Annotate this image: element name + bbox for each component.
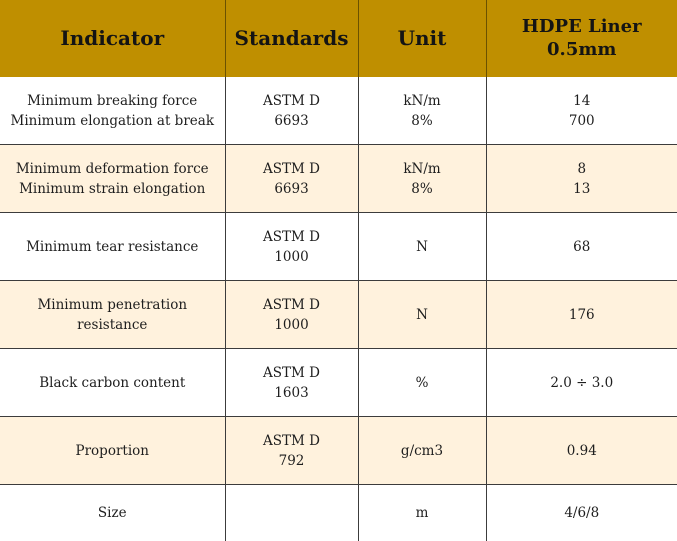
indicator-cell-line: Black carbon content xyxy=(4,373,221,393)
header-row: Indicator Standards Unit HDPE Liner 0.5m… xyxy=(0,0,677,77)
standard-cell-line: ASTM D xyxy=(230,363,354,383)
unit-cell-line: % xyxy=(363,373,482,393)
unit-cell-line: 8% xyxy=(363,111,482,131)
indicator-cell-line: Minimum deformation force xyxy=(4,159,221,179)
standard-cell-line: 6693 xyxy=(230,111,354,131)
header-product-name: HDPE Liner xyxy=(493,16,672,39)
standard-cell-line: 6693 xyxy=(230,179,354,199)
header-product: HDPE Liner 0.5mm xyxy=(486,0,677,77)
standard-cell-line: ASTM D xyxy=(230,227,354,247)
indicator-cell-line: Size xyxy=(4,503,221,523)
value-cell-line: 176 xyxy=(491,305,674,325)
indicator-cell: Minimum tear resistance xyxy=(0,213,225,281)
value-cell-line: 8 xyxy=(491,159,674,179)
standard-cell-line: ASTM D xyxy=(230,295,354,315)
unit-cell: N xyxy=(358,213,486,281)
unit-cell-line: g/cm3 xyxy=(363,441,482,461)
indicator-cell-line: Minimum breaking force xyxy=(4,91,221,111)
value-cell: 4/6/8 xyxy=(486,485,677,541)
unit-cell-line: kN/m xyxy=(363,159,482,179)
value-cell: 68 xyxy=(486,213,677,281)
unit-cell-line: kN/m xyxy=(363,91,482,111)
standard-cell-line: ASTM D xyxy=(230,91,354,111)
value-cell-line: 700 xyxy=(491,111,674,131)
value-cell: 0.94 xyxy=(486,417,677,485)
standard-cell xyxy=(225,485,358,541)
value-cell-line: 13 xyxy=(491,179,674,199)
standard-cell-line: 1000 xyxy=(230,315,354,335)
indicator-cell: Proportion xyxy=(0,417,225,485)
unit-cell: % xyxy=(358,349,486,417)
indicator-cell: Black carbon content xyxy=(0,349,225,417)
header-indicator: Indicator xyxy=(0,0,225,77)
indicator-cell-line: Proportion xyxy=(4,441,221,461)
header-product-thickness: 0.5mm xyxy=(493,39,672,62)
unit-cell-line: m xyxy=(363,503,482,523)
unit-cell: m xyxy=(358,485,486,541)
value-cell-line: 14 xyxy=(491,91,674,111)
indicator-cell-line: Minimum elongation at break xyxy=(4,111,221,131)
value-cell-line: 68 xyxy=(491,237,674,257)
unit-cell-line: 8% xyxy=(363,179,482,199)
standard-cell-line: ASTM D xyxy=(230,431,354,451)
indicator-cell-line: Minimum strain elongation xyxy=(4,179,221,199)
unit-cell-line: N xyxy=(363,305,482,325)
value-cell: 2.0 ÷ 3.0 xyxy=(486,349,677,417)
standard-cell-line: ASTM D xyxy=(230,159,354,179)
value-cell-line: 2.0 ÷ 3.0 xyxy=(491,373,674,393)
indicator-cell: Size xyxy=(0,485,225,541)
value-cell-line: 0.94 xyxy=(491,441,674,461)
header-unit: Unit xyxy=(358,0,486,77)
unit-cell: g/cm3 xyxy=(358,417,486,485)
unit-cell: N xyxy=(358,281,486,349)
value-cell: 176 xyxy=(486,281,677,349)
header-standards: Standards xyxy=(225,0,358,77)
table-row: Size m 4/6/8 xyxy=(0,485,677,541)
unit-cell-line: N xyxy=(363,237,482,257)
standard-cell-line: 792 xyxy=(230,451,354,471)
standard-cell-line: 1000 xyxy=(230,247,354,267)
indicator-cell-line: Minimum penetration xyxy=(4,295,221,315)
indicator-cell-line: resistance xyxy=(4,315,221,335)
indicator-cell-line: Minimum tear resistance xyxy=(4,237,221,257)
standard-cell-line: 1603 xyxy=(230,383,354,403)
value-cell-line: 4/6/8 xyxy=(491,503,674,523)
